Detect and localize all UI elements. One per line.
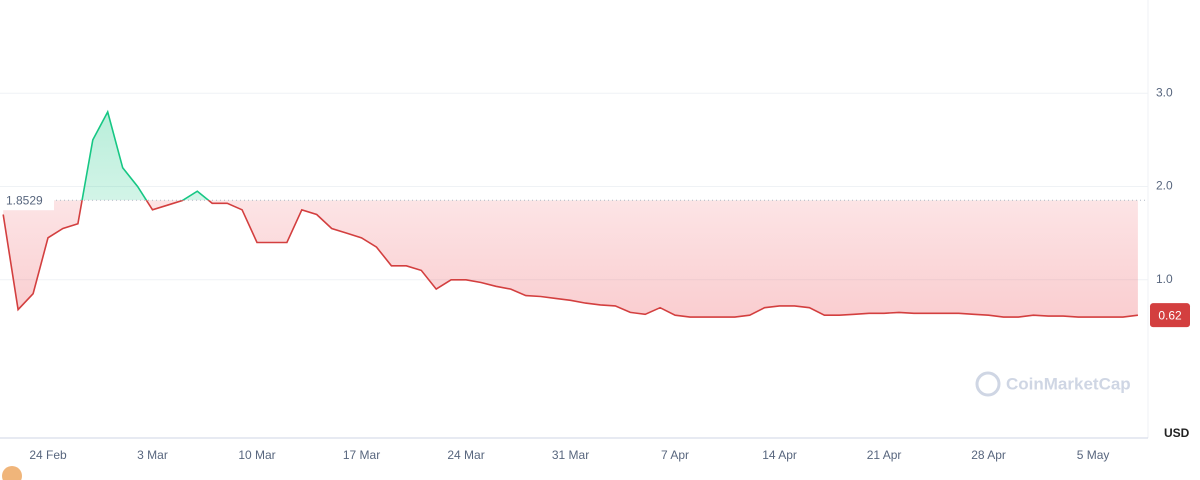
reference-label-bg	[0, 190, 54, 211]
reference-label: 1.8529	[6, 193, 43, 207]
x-tick-label: 10 Mar	[238, 448, 275, 462]
price-line-up	[81, 109, 210, 201]
x-tick-label: 3 Mar	[137, 448, 168, 462]
y-tick-label: 3.0	[1156, 85, 1173, 99]
current-price-bg	[1150, 303, 1190, 328]
x-tick-label: 7 Apr	[661, 448, 689, 462]
x-tick-label: 24 Mar	[447, 448, 484, 462]
x-tick-label: 17 Mar	[343, 448, 380, 462]
x-tick-label: 24 Feb	[29, 448, 67, 462]
watermark: CoinMarketCap	[975, 371, 1131, 397]
area-up	[3, 111, 1138, 201]
x-tick-label: 28 Apr	[971, 448, 1006, 462]
x-tick-label: 5 May	[1077, 448, 1110, 462]
x-tick-label: 21 Apr	[867, 448, 902, 462]
x-tick-label: 31 Mar	[552, 448, 589, 462]
y-tick-label: 1.0	[1156, 272, 1173, 286]
currency-label: USD	[1164, 426, 1190, 440]
price-line-down	[2, 200, 1139, 318]
area-down	[3, 200, 1138, 318]
watermark-text: CoinMarketCap	[1006, 374, 1131, 393]
icon	[2, 466, 22, 480]
current-price-label: 0.62	[1158, 308, 1182, 322]
x-tick-label: 14 Apr	[762, 448, 797, 462]
y-tick-label: 2.0	[1156, 179, 1173, 193]
